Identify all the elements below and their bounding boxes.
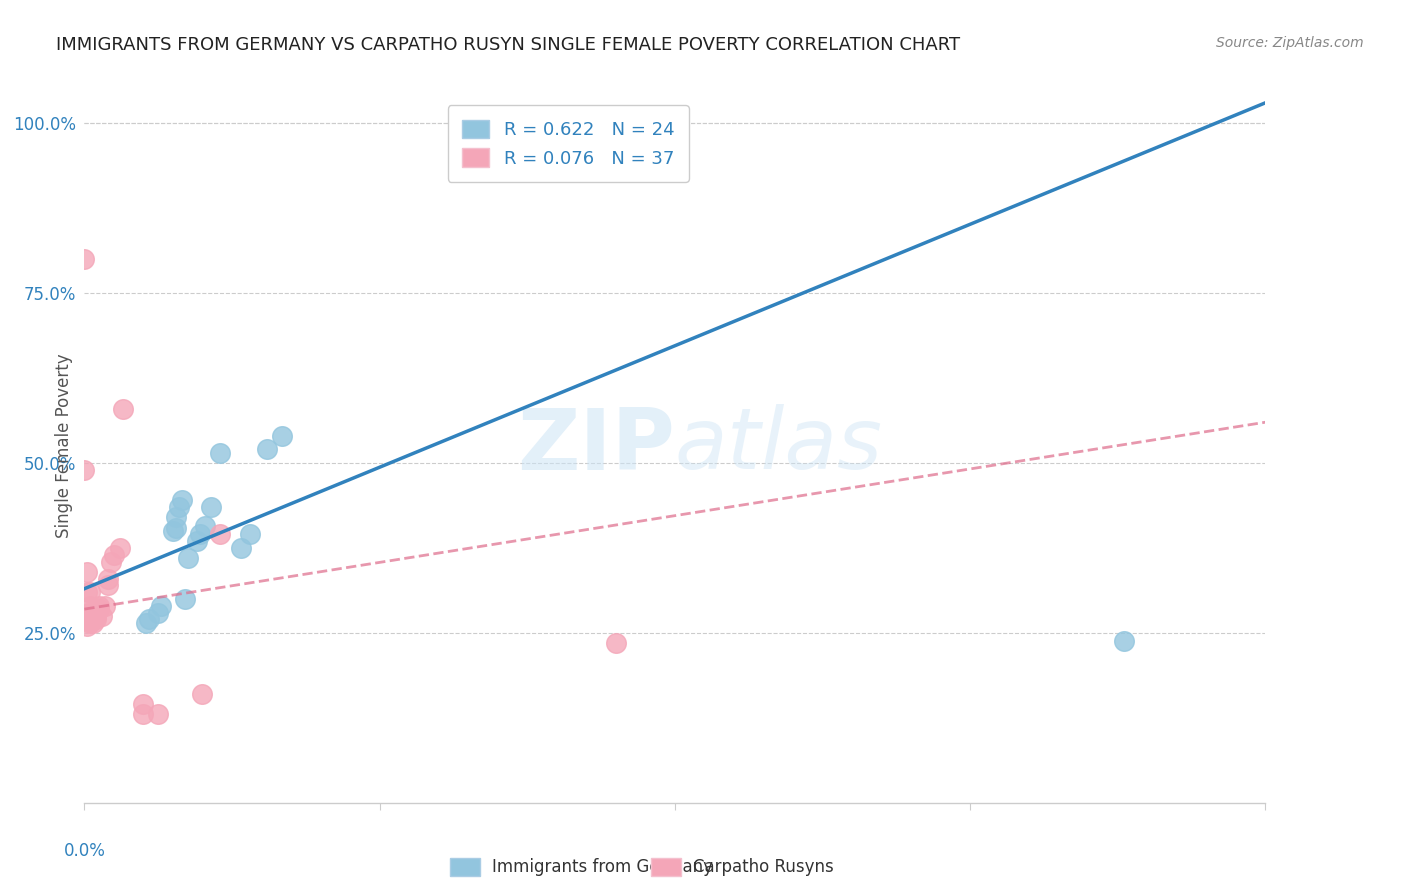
Point [91, 608, 114, 623]
Point [94, 599, 117, 613]
Point [191, 687, 214, 701]
Point [79, 599, 101, 613]
Point [76, 585, 98, 599]
Point [148, 707, 170, 722]
Point [138, 612, 160, 626]
Point [188, 527, 211, 541]
Point [73, 252, 96, 266]
Point [76, 606, 98, 620]
Point [229, 541, 252, 555]
Point [108, 541, 131, 555]
Point [546, 149, 568, 163]
Y-axis label: Single Female Poverty: Single Female Poverty [55, 354, 73, 538]
Point [97, 578, 120, 592]
Point [100, 555, 122, 569]
Point [209, 446, 232, 460]
Legend: R = 0.622   N = 24, R = 0.076   N = 37: R = 0.622 N = 24, R = 0.076 N = 37 [447, 105, 689, 182]
Point [82, 612, 104, 626]
Text: Source: ZipAtlas.com: Source: ZipAtlas.com [1216, 36, 1364, 50]
Point [132, 707, 155, 722]
Point [82, 606, 104, 620]
FancyBboxPatch shape [651, 858, 681, 876]
Point [167, 500, 190, 515]
Point [256, 442, 278, 457]
Point [239, 527, 262, 541]
Point [79, 606, 101, 620]
Point [605, 636, 627, 650]
Text: ZIP: ZIP [517, 404, 675, 488]
Point [111, 401, 134, 416]
Point [103, 548, 125, 562]
FancyBboxPatch shape [450, 858, 479, 876]
Point [177, 551, 200, 566]
Text: Immigrants from Germany: Immigrants from Germany [492, 858, 713, 876]
Point [162, 524, 184, 538]
Text: IMMIGRANTS FROM GERMANY VS CARPATHO RUSYN SINGLE FEMALE POVERTY CORRELATION CHAR: IMMIGRANTS FROM GERMANY VS CARPATHO RUSY… [56, 36, 960, 54]
Point [148, 606, 170, 620]
Point [209, 527, 232, 541]
Point [132, 698, 155, 712]
Point [89, 602, 111, 616]
Text: 0.0%: 0.0% [63, 842, 105, 860]
Point [1112, 634, 1135, 648]
Point [200, 500, 222, 515]
Point [567, 129, 589, 144]
Point [135, 615, 157, 630]
Point [79, 585, 101, 599]
Point [84, 612, 107, 626]
Point [82, 608, 104, 623]
Point [557, 149, 579, 163]
Point [73, 463, 96, 477]
Point [173, 591, 195, 606]
Point [170, 493, 193, 508]
Point [165, 520, 187, 534]
Text: Carpatho Rusyns: Carpatho Rusyns [693, 858, 834, 876]
Point [84, 608, 107, 623]
Point [97, 572, 120, 586]
Point [89, 602, 111, 616]
Point [186, 534, 208, 549]
Point [76, 619, 98, 633]
Point [79, 615, 101, 630]
Text: atlas: atlas [675, 404, 883, 488]
Point [150, 599, 173, 613]
Point [76, 612, 98, 626]
Point [79, 608, 101, 623]
Point [194, 518, 217, 533]
Point [79, 612, 101, 626]
Point [89, 599, 111, 613]
Point [84, 606, 107, 620]
Point [271, 429, 294, 443]
Point [165, 510, 187, 524]
Point [76, 565, 98, 579]
Point [82, 615, 104, 630]
